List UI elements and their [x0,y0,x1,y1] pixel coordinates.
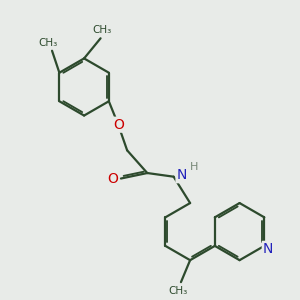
Text: CH₃: CH₃ [93,25,112,35]
Text: O: O [113,118,124,132]
Text: N: N [176,168,187,182]
Text: CH₃: CH₃ [39,38,58,48]
Text: CH₃: CH₃ [168,286,188,296]
Text: H: H [190,162,198,172]
Text: N: N [263,242,273,256]
Text: O: O [107,172,118,186]
